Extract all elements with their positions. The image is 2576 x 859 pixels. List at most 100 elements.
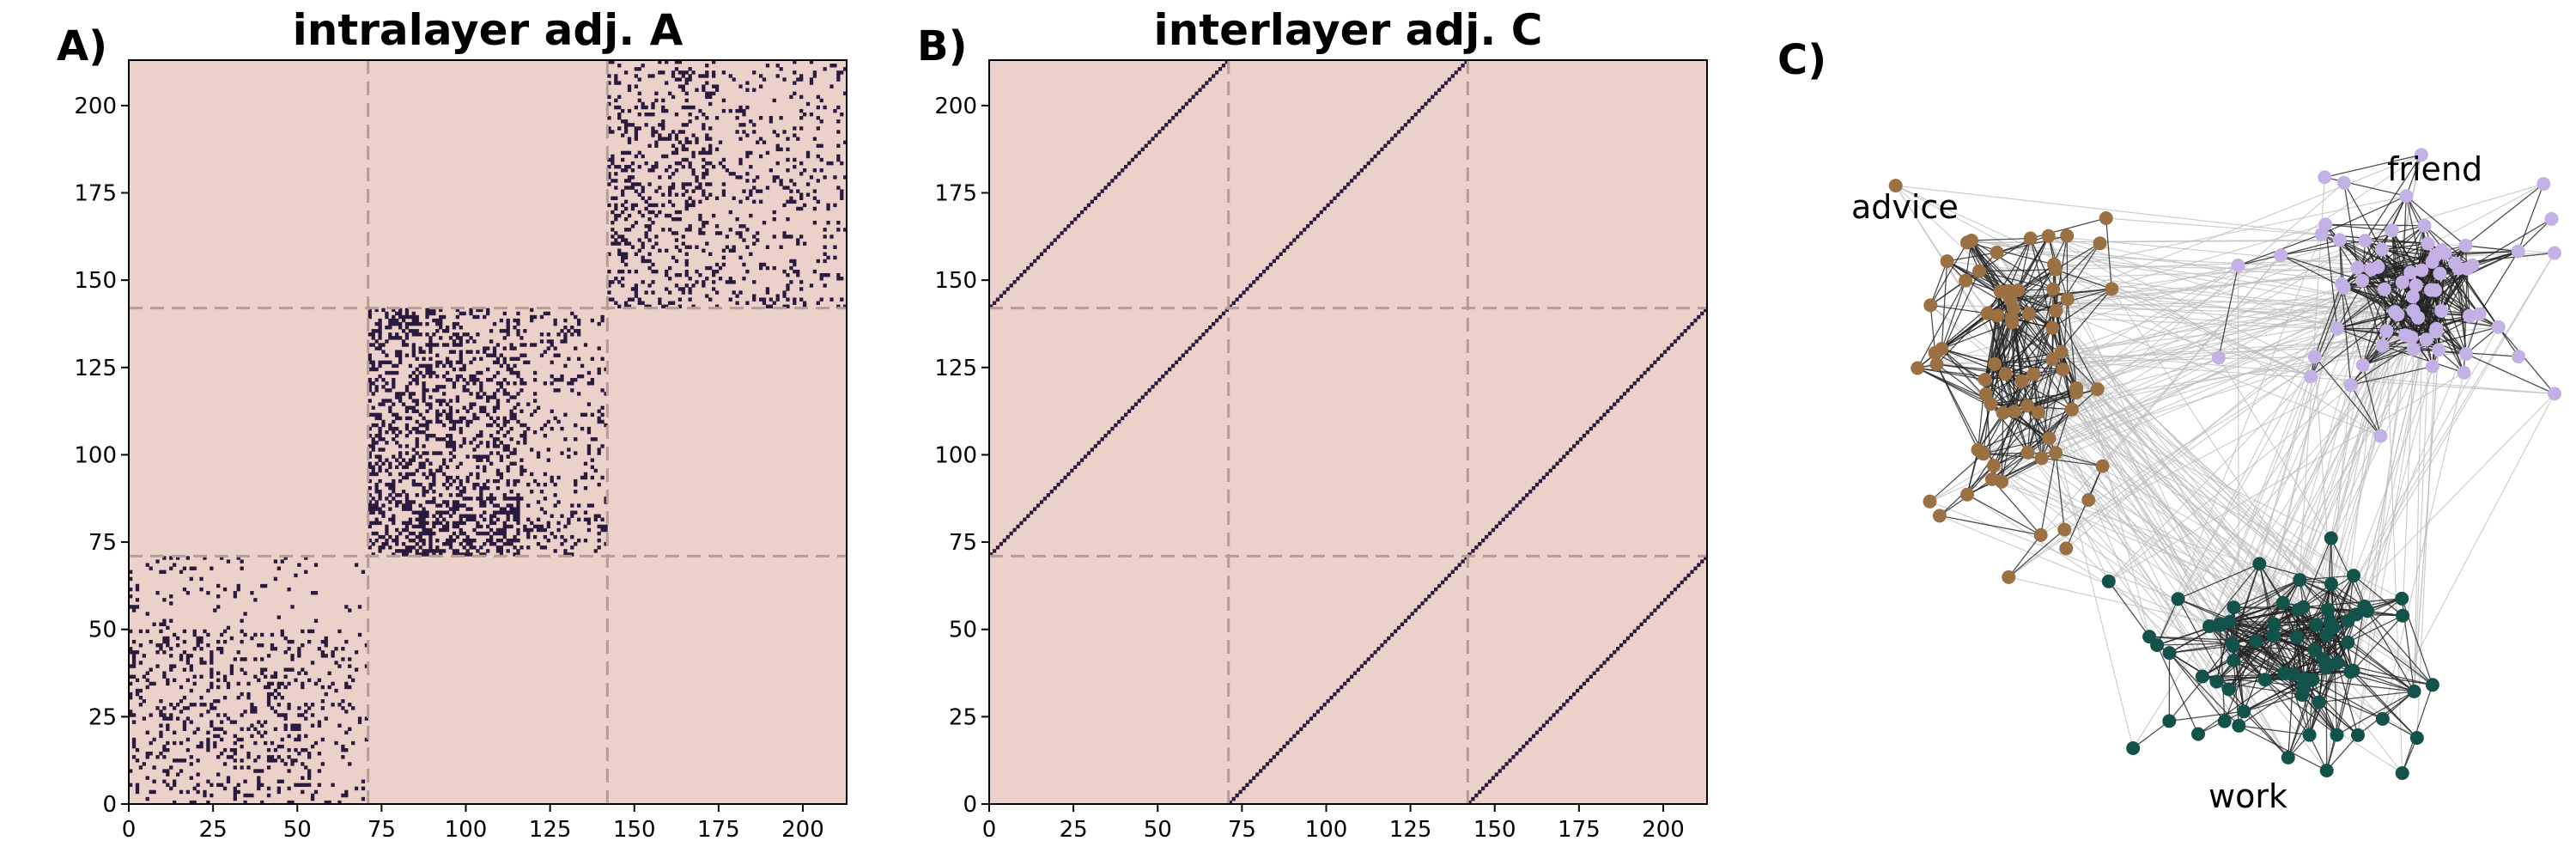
matrix-cell <box>462 552 466 557</box>
matrix-cell <box>428 482 433 487</box>
matrix-cell <box>714 147 720 152</box>
matrix-cell <box>786 297 790 302</box>
matrix-cell <box>415 437 419 442</box>
matrix-cell <box>374 434 379 438</box>
matrix-cell <box>495 478 501 484</box>
matrix-cell <box>836 77 841 82</box>
matrix-cell <box>213 727 217 731</box>
matrix-cell <box>735 294 739 298</box>
interlayer-edge <box>2208 376 2312 627</box>
matrix-cell <box>658 175 662 180</box>
matrix-cell <box>1174 112 1179 117</box>
matrix-cell <box>526 517 531 522</box>
intralayer-edge <box>2478 251 2519 315</box>
matrix-cell <box>1649 363 1654 369</box>
matrix-cell <box>486 412 490 417</box>
matrix-cell <box>287 647 291 651</box>
matrix-cell <box>641 186 645 190</box>
intralayer-edge <box>2353 670 2418 739</box>
matrix-cell <box>836 154 841 159</box>
matrix-cell <box>425 419 429 424</box>
matrix-cell <box>532 370 538 375</box>
matrix-cell <box>196 727 200 731</box>
matrix-cell <box>816 105 820 110</box>
matrix-cell <box>637 126 641 131</box>
matrix-cell <box>131 713 137 717</box>
matrix-cell <box>1238 789 1242 795</box>
matrix-cell <box>404 534 410 539</box>
matrix-cell <box>1049 490 1054 494</box>
matrix-cell <box>401 542 406 546</box>
matrix-cell <box>266 681 271 686</box>
matrix-cell <box>617 235 622 239</box>
matrix-cell <box>486 367 490 372</box>
matrix-cell <box>1534 730 1540 735</box>
matrix-cell <box>304 716 308 721</box>
matrix-cell <box>661 70 665 75</box>
matrix-cell <box>647 112 652 117</box>
matrix-cell <box>695 140 699 144</box>
matrix-cell <box>462 521 466 526</box>
matrix-cell <box>506 524 510 529</box>
matrix-cell <box>623 70 629 75</box>
matrix-cell <box>479 493 483 497</box>
intralayer-edge <box>2464 183 2544 247</box>
matrix-cell <box>667 199 672 204</box>
matrix-cell <box>829 84 834 88</box>
matrix-cell <box>246 765 251 770</box>
matrix-cell <box>1110 426 1115 431</box>
matrix-cell <box>583 539 588 543</box>
matrix-cell <box>519 343 524 347</box>
matrix-cell <box>131 657 137 661</box>
matrix-cell <box>621 238 625 242</box>
matrix-cell <box>411 392 416 396</box>
matrix-cell <box>614 98 618 103</box>
matrix-cell <box>462 437 466 442</box>
matrix-cell <box>519 434 524 438</box>
matrix-cell <box>836 130 841 134</box>
matrix-cell <box>1522 497 1526 501</box>
matrix-cell <box>307 755 312 759</box>
matrix-cell <box>452 521 457 526</box>
matrix-cell <box>1036 503 1041 508</box>
matrix-cell <box>1231 301 1236 305</box>
matrix-cell <box>401 329 406 333</box>
matrix-cell <box>240 765 244 770</box>
matrix-cell <box>166 678 170 683</box>
matrix-cell <box>634 137 638 141</box>
matrix-cell <box>422 542 426 546</box>
matrix-cell <box>415 314 419 320</box>
matrix-cell <box>344 605 349 609</box>
matrix-cell <box>428 531 433 536</box>
matrix-cell <box>1352 175 1358 180</box>
matrix-cell <box>404 549 410 553</box>
matrix-cell <box>398 451 403 455</box>
matrix-cell <box>492 409 497 413</box>
intralayer-edge <box>2028 242 2101 314</box>
intralayer-edge <box>2343 182 2383 250</box>
matrix-cell <box>489 500 494 504</box>
network-node-advice <box>2033 527 2048 542</box>
matrix-cell <box>348 727 352 731</box>
matrix-cell <box>448 514 453 518</box>
matrix-cell <box>499 475 504 480</box>
matrix-cell <box>445 475 450 480</box>
matrix-cell <box>203 793 207 798</box>
matrix-cell <box>131 664 137 668</box>
matrix-cell <box>1447 77 1452 82</box>
matrix-cell <box>563 412 568 417</box>
matrix-cell <box>411 409 416 413</box>
intralayer-edge <box>2336 327 2383 347</box>
matrix-cell <box>395 311 399 316</box>
matrix-cell <box>290 667 295 672</box>
matrix-cell <box>495 539 501 543</box>
matrix-cell <box>135 678 140 683</box>
matrix-cell <box>472 402 477 406</box>
matrix-cell <box>226 685 231 690</box>
matrix-cell <box>621 210 625 215</box>
matrix-cell <box>530 314 534 320</box>
matrix-cell <box>516 419 520 424</box>
matrix-cell <box>476 308 480 313</box>
network-node-friend <box>2419 332 2433 347</box>
matrix-cell <box>674 192 679 197</box>
